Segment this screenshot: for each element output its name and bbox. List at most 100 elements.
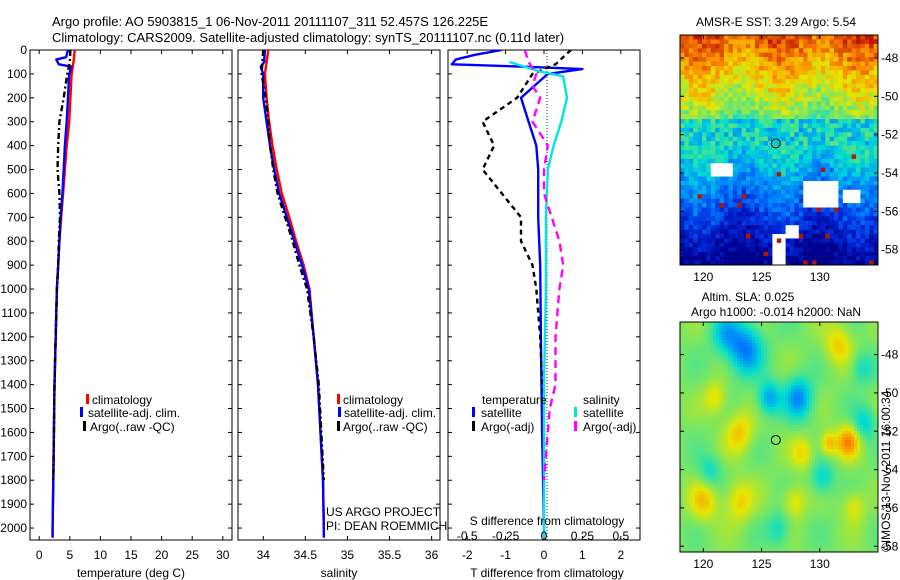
sst-cell [864,136,870,142]
sst-cell [684,158,690,164]
sla-cell [842,415,846,420]
sla-cell [722,427,726,432]
sla-cell [725,328,729,332]
sla-cell [812,388,816,392]
sla-cell [785,385,789,389]
sla-cell [812,415,816,420]
sst-cell [724,123,729,129]
sst-cell [746,238,751,244]
sst-cell [803,167,808,173]
sla-cell [716,340,720,344]
sla-cell [869,373,873,377]
sla-cell [812,331,816,335]
sst-cell [847,225,852,230]
sla-cell [773,382,777,386]
sst-cell [776,35,782,40]
sst-cell [820,220,826,226]
sst-cell [825,189,830,195]
sst-cell [710,96,716,102]
sla-cell [758,373,762,377]
sst-cell [864,198,870,204]
sla-cell [797,397,801,401]
sst-cell [820,185,826,191]
sla-cell [782,403,786,408]
sla-cell [695,340,699,344]
sla-cell [749,403,753,408]
sst-cell [781,198,786,204]
sst-cell [851,158,857,164]
sst-cell [864,203,870,208]
sst-cell [728,203,734,208]
sst-cell [728,220,734,226]
sla-cell [800,376,804,380]
sla-cell [710,415,714,420]
sla-cell [851,328,855,332]
sla-cell [833,409,837,414]
sst-cell [820,65,826,71]
sst-cell [697,176,703,182]
sla-cell [746,400,750,405]
sst-cell [847,88,852,93]
sst-cell [790,88,795,93]
sla-cell [860,346,864,350]
sla-cell [779,415,783,420]
sla-cell [710,349,714,353]
sla-cell [713,415,717,420]
sla-cell [710,361,714,365]
sst-cell [737,132,742,138]
sst-cell [776,229,782,235]
sst-cell [741,180,747,186]
sla-cell [815,361,819,365]
sst-cell [728,132,734,138]
sla-cell [749,415,753,420]
sst-cell [820,88,826,93]
sst-cell [680,211,685,217]
sst-cell [816,83,822,89]
sst-cell [728,141,734,146]
sst-cell [794,145,800,151]
sla-cell [743,355,747,359]
sla-cell [824,358,828,362]
sla-cell [788,427,792,432]
sst-cell [710,92,716,98]
sla-cell [743,346,747,350]
sla-cell [746,340,750,344]
sst-cell [719,96,725,102]
sst-cell [812,145,817,151]
sla-cell [728,322,732,326]
sla-cell [743,406,747,411]
sla-cell [743,394,747,398]
sla-cell [722,346,726,350]
sla-cell [680,379,684,383]
sst-cell [834,189,839,195]
sla-cell [752,343,756,347]
sst-cell [812,247,817,253]
sst-cell [816,158,822,164]
sst-cell [838,105,844,111]
s-tick-label: -0.25 [492,529,520,543]
sst-cell [776,48,782,53]
sla-cell [803,361,807,365]
sst-cell [842,234,848,239]
sst-cell [829,163,835,168]
sst-cell [710,220,716,226]
sst-cell [680,238,685,244]
sla-cell [836,412,840,417]
sla-cell [737,406,741,411]
sla-cell [722,415,726,420]
sst-cell [754,172,760,177]
sst-cell [750,211,756,217]
sst-cell [829,180,835,186]
sst-cell [741,83,747,89]
sst-cell [790,176,795,182]
sla-cell [740,322,744,326]
sla-cell [743,334,747,338]
sst-cell [702,198,707,204]
sst-cell [759,167,764,173]
sla-cell [869,370,873,374]
sst-cell [864,260,870,266]
sla-cell [875,415,879,420]
sst-cell [750,61,756,67]
sla-cell [863,403,867,408]
sla-cell [722,388,726,392]
